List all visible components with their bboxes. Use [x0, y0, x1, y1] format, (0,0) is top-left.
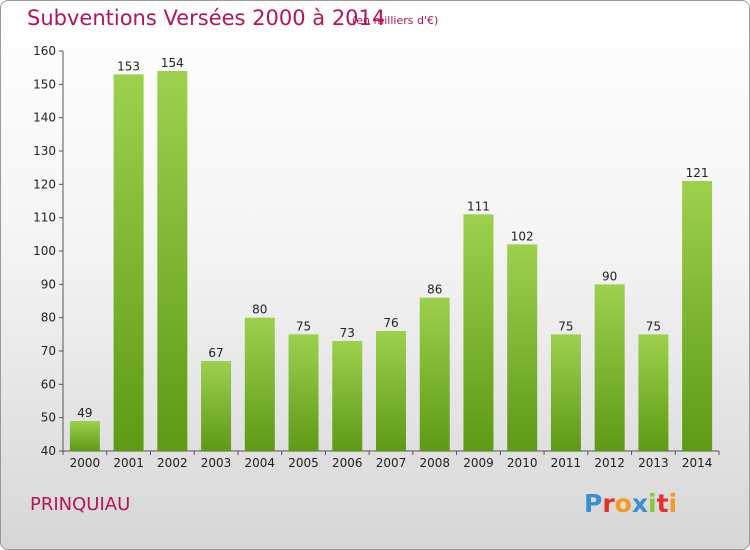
x-tick-label-2002: 2002 [157, 456, 188, 470]
logo-letter: P [584, 489, 603, 518]
value-label-2008: 86 [427, 283, 442, 297]
logo-letter: r [602, 489, 615, 518]
value-label-2001: 153 [117, 59, 140, 73]
bar-2011 [550, 334, 581, 451]
bar-2001 [113, 74, 144, 451]
y-tick-label: 40 [41, 444, 56, 458]
value-label-2000: 49 [77, 406, 92, 420]
logo-letter: i [648, 489, 657, 518]
value-label-2003: 67 [208, 346, 223, 360]
chart-subtitle: (en milliers d'€) [352, 14, 439, 27]
y-tick-label: 50 [41, 411, 56, 425]
x-tick-label-2010: 2010 [507, 456, 538, 470]
y-tick-label: 60 [41, 377, 56, 391]
value-label-2005: 75 [296, 319, 311, 333]
x-tick-label-2005: 2005 [288, 456, 319, 470]
logo-letter: o [614, 489, 632, 518]
x-tick-label-2008: 2008 [419, 456, 450, 470]
logo-letter: t [656, 489, 669, 518]
y-tick-label: 110 [33, 211, 56, 225]
bar-2010 [507, 244, 538, 451]
value-label-2014: 121 [686, 166, 709, 180]
value-label-2009: 111 [467, 199, 490, 213]
x-tick-label-2011: 2011 [551, 456, 582, 470]
value-label-2002: 154 [161, 56, 184, 70]
bar-2000 [69, 421, 100, 451]
bar-2002 [157, 71, 188, 451]
bar-2003 [201, 361, 232, 451]
y-tick-label: 80 [41, 311, 56, 325]
bar-2004 [244, 317, 275, 451]
chart-axes: 40 50 60 70 80 90 100 110 120 130 140 150 160 2000 200… [33, 44, 720, 470]
value-label-2004: 80 [252, 303, 267, 317]
x-tick-label-2001: 2001 [113, 456, 144, 470]
bar-2014 [682, 181, 713, 451]
bar-2008 [419, 297, 450, 451]
x-tick-label-2009: 2009 [463, 456, 494, 470]
x-tick-label-2014: 2014 [682, 456, 713, 470]
chart-title: Subventions Versées 2000 à 2014 [27, 6, 386, 30]
y-tick-label: 140 [33, 111, 56, 125]
x-tick-label-2004: 2004 [245, 456, 276, 470]
value-label-2007: 76 [383, 316, 398, 330]
logo-letter: x [631, 489, 648, 518]
commune-name: PRINQUIAU [30, 494, 131, 515]
value-label-2012: 90 [602, 269, 617, 283]
value-label-2011: 75 [558, 319, 573, 333]
y-tick-label: 160 [33, 44, 56, 58]
y-tick-label: 150 [33, 77, 56, 91]
logo-letter: i [668, 489, 678, 518]
bar-2009 [463, 214, 494, 451]
x-tick-label-2007: 2007 [376, 456, 407, 470]
bar-2005 [288, 334, 319, 451]
value-label-2010: 102 [511, 229, 534, 243]
x-tick-label-2003: 2003 [201, 456, 232, 470]
value-label-2013: 75 [646, 319, 661, 333]
x-tick-label-2000: 2000 [70, 456, 101, 470]
proxiti-logo: Proxiti [584, 489, 677, 518]
y-tick-label: 70 [41, 344, 56, 358]
bar-2013 [638, 334, 669, 451]
y-tick-label: 120 [33, 177, 56, 191]
bar-2007 [376, 331, 406, 451]
x-tick-label-2013: 2013 [638, 456, 669, 470]
bar-2006 [332, 341, 363, 451]
x-tick-label-2012: 2012 [594, 456, 625, 470]
value-label-2006: 73 [340, 326, 355, 340]
y-tick-label: 90 [41, 277, 56, 291]
y-tick-label: 100 [33, 244, 56, 258]
bar-group: 49 153 154 67 80 75 73 76 86 111 102 75 90 75 121 [69, 56, 713, 451]
y-tick-label: 130 [33, 144, 56, 158]
bar-2012 [594, 284, 625, 451]
x-tick-label-2006: 2006 [332, 456, 363, 470]
